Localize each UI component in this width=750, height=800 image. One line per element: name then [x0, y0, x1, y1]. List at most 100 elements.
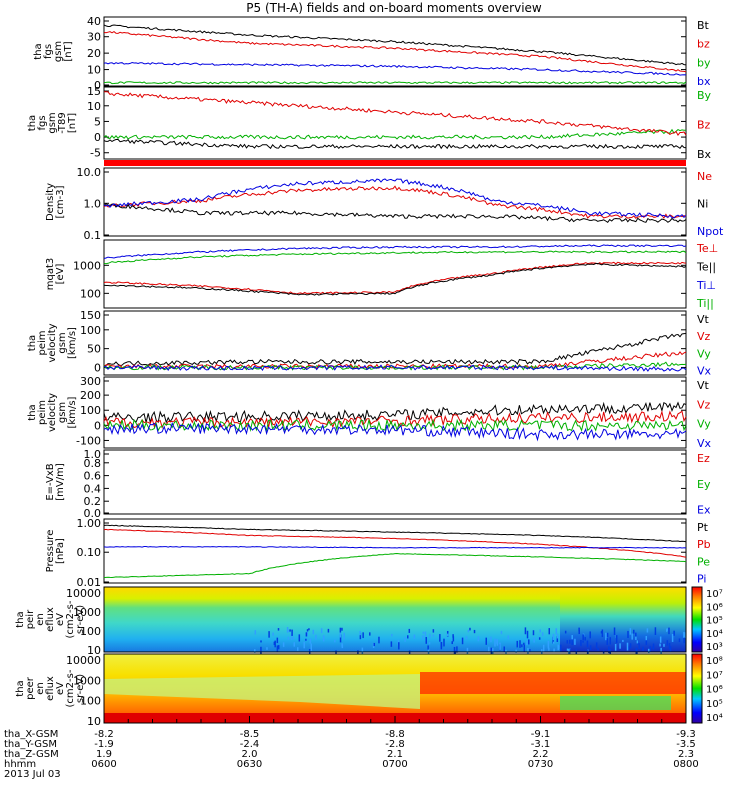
- ytick-label: 10000: [66, 654, 101, 667]
- legend-entry: Pt: [697, 521, 709, 534]
- panel-pressure: 0.01 0.10 1.00 Pressure [nPa] Pt Pb Pe Pi: [45, 517, 711, 589]
- spec-pixel: [600, 631, 603, 634]
- series-vel_peim-Vy: [103, 418, 687, 432]
- spec-pixel: [413, 634, 416, 639]
- ylabel-line: sr-eV): [75, 674, 86, 703]
- spec-pixel: [315, 634, 317, 640]
- spec-pixel: [272, 632, 274, 636]
- ylabel-line: gsm: [57, 402, 68, 423]
- spec-pixel: [286, 627, 289, 633]
- ytick-label: 0: [94, 419, 101, 432]
- spec-pixel: [424, 631, 427, 638]
- legend-entry: Npot: [697, 225, 724, 238]
- ytick-label: 0.6: [84, 470, 102, 483]
- spec-pixel: [528, 639, 530, 645]
- spec-pixel: [684, 632, 686, 639]
- panel-fgs: 0 10 20 30 40 tha fgs gsm [nT] Bt bz by bx: [33, 15, 711, 92]
- legend-entry: Ey: [697, 478, 711, 491]
- spec-pixel: [276, 645, 279, 652]
- axis-row-value: -8.5: [240, 729, 260, 740]
- spec-pixel: [408, 628, 411, 633]
- ytick-label: 100: [80, 287, 101, 300]
- spec-pixel: [290, 634, 293, 641]
- axis-row-label: hhmm: [4, 759, 36, 770]
- ytick-label: 100: [80, 625, 101, 638]
- axis-row-value: 2.2: [533, 749, 549, 760]
- ytick-label: 1.0: [84, 197, 102, 210]
- axis-row-value: -9.1: [531, 729, 551, 740]
- spec-pixel: [339, 627, 342, 633]
- spec-pixel: [652, 643, 655, 650]
- spec-pixel: [282, 642, 285, 647]
- spec-pixel: [678, 638, 681, 643]
- colorbar-label: 10⁸: [706, 656, 723, 667]
- series-fgs-by: [103, 81, 687, 85]
- spec-pixel: [425, 637, 428, 644]
- spec-pixel: [320, 628, 323, 634]
- spec-pixel: [289, 629, 291, 632]
- panel-frame: [103, 449, 687, 515]
- ytick-label: 150: [80, 309, 101, 322]
- spec-pixel: [555, 628, 558, 635]
- ytick-label: -5: [90, 147, 101, 160]
- colorbar-label: 10³: [706, 642, 723, 653]
- axis-row-value: -1.9: [94, 739, 114, 750]
- spec-pixel: [571, 639, 573, 646]
- spec-pixel: [526, 640, 528, 646]
- spec-pixel: [339, 632, 342, 638]
- axis-row-value: 2.1: [387, 749, 403, 760]
- axis-row-value: -2.8: [385, 739, 405, 750]
- ylabel-line: tha: [27, 335, 38, 351]
- spec-pixel: [606, 632, 609, 638]
- axis-row-value: -8.8: [385, 729, 405, 740]
- series-pressure-Pe: [103, 552, 687, 579]
- ylabel-line: [nT]: [63, 41, 74, 61]
- series-vel_esa-Vz: [103, 351, 687, 370]
- colorbar-label: 10⁴: [706, 713, 723, 724]
- panel-frame: [103, 310, 687, 376]
- ytick-label: 1.00: [77, 517, 102, 530]
- spec-pixel: [666, 628, 668, 632]
- ytick-label: 0.4: [84, 482, 102, 495]
- ylabel-line: Pressure: [45, 530, 56, 573]
- axis-row-value: 0730: [528, 759, 553, 770]
- ytick-label: 0.2: [84, 495, 102, 508]
- series-fgs-Bt: [103, 24, 687, 66]
- spec-pixel: [564, 630, 567, 634]
- spec-pixel: [466, 647, 469, 654]
- ylabel-line: fgs: [37, 115, 48, 130]
- ytick-label: 0: [94, 131, 101, 144]
- spec-pixel: [456, 646, 458, 653]
- ytick-label: 0.1: [84, 229, 102, 242]
- ylabel-line: E=-VxB: [45, 463, 56, 500]
- series-temp-Te||: [103, 263, 687, 296]
- spec-band-green: [560, 696, 671, 710]
- spec-pixel: [547, 640, 550, 649]
- spec-pixel: [582, 634, 584, 641]
- legend-entry: Te⊥: [696, 242, 718, 255]
- panel-frame: [103, 586, 687, 653]
- legend-entry: Ez: [697, 452, 710, 465]
- ytick-label: 0.10: [77, 546, 102, 559]
- spec-pixel: [361, 647, 364, 655]
- spec-pixel: [494, 638, 496, 647]
- spec-pixel: [335, 650, 337, 656]
- ylabel-line: [km/s]: [67, 396, 78, 428]
- spec-pixel: [595, 642, 598, 649]
- legend-entry: Vz: [697, 330, 711, 343]
- panel-frame: [103, 16, 687, 87]
- axis-row-value: 0600: [91, 759, 116, 770]
- ylabel-line: velocity: [47, 323, 58, 362]
- spec-pixel: [589, 645, 592, 650]
- ylabel-line: eV: [55, 613, 66, 626]
- spec-pixel: [465, 636, 468, 640]
- spec-pixel: [580, 640, 582, 647]
- series-vel_esa-Vt: [103, 333, 687, 367]
- spec-pixel: [542, 644, 545, 652]
- legend-entry: Ti||: [696, 297, 714, 310]
- axis-row-label: tha_Z-GSM: [4, 749, 59, 760]
- ylabel-line: sr-eV): [75, 605, 86, 634]
- panel-temp: 100 1000 mqat3 [eV] Te⊥ Te|| Ti⊥ Ti||: [45, 239, 718, 310]
- spec-pixel: [629, 643, 632, 649]
- spec-pixel: [635, 636, 637, 640]
